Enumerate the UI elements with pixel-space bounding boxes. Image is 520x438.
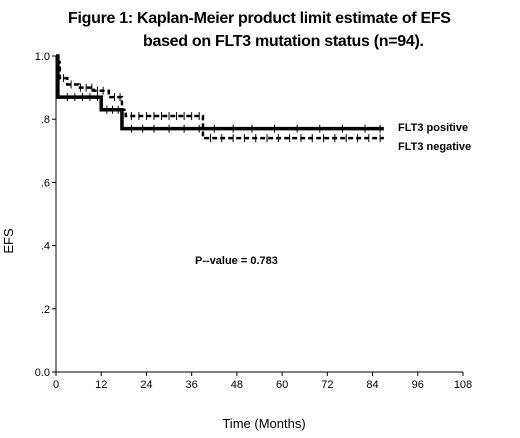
- y-tick-label: .6: [41, 177, 50, 189]
- axes: 0.0 .2 .4 .6 .8 1.0 0 12 24 36 48 60 72 84 96 108: [35, 51, 472, 391]
- y-tick-label: .4: [41, 241, 50, 253]
- km-curve: [56, 54, 384, 131]
- series-1: [56, 61, 384, 143]
- x-tick-label: 84: [366, 379, 378, 391]
- x-tick-label: 24: [140, 379, 152, 391]
- y-axis-label: EFS: [1, 228, 16, 254]
- y-tick-label: 1.0: [35, 51, 50, 63]
- legend-label-flt3-negative: FLT3 negative: [398, 141, 471, 153]
- x-tick-label: 108: [454, 379, 472, 391]
- km-curve: [56, 61, 384, 140]
- series-layer: [56, 54, 384, 143]
- x-axis-label: Time (Months): [222, 416, 305, 431]
- x-tick-label: 96: [412, 379, 424, 391]
- y-tick-label: .8: [41, 114, 50, 126]
- y-tick-label: 0.0: [35, 367, 50, 379]
- x-tick-label: 48: [231, 379, 243, 391]
- y-tick-label: .2: [41, 304, 50, 316]
- chart-title-line-2: based on FLT3 mutation status (n=94).: [143, 33, 424, 50]
- x-tick-label: 36: [186, 379, 198, 391]
- legend-label-flt3-positive: FLT3 positive: [398, 122, 468, 134]
- p-value-annotation: P--value = 0.783: [195, 255, 278, 267]
- x-tick-label: 60: [276, 379, 288, 391]
- chart-title-line-1: Figure 1: Kaplan-Meier product limit est…: [68, 10, 451, 27]
- x-tick-label: 72: [321, 379, 333, 391]
- series-0: [56, 54, 384, 133]
- x-tick-label: 12: [95, 379, 107, 391]
- x-tick-label: 0: [53, 379, 59, 391]
